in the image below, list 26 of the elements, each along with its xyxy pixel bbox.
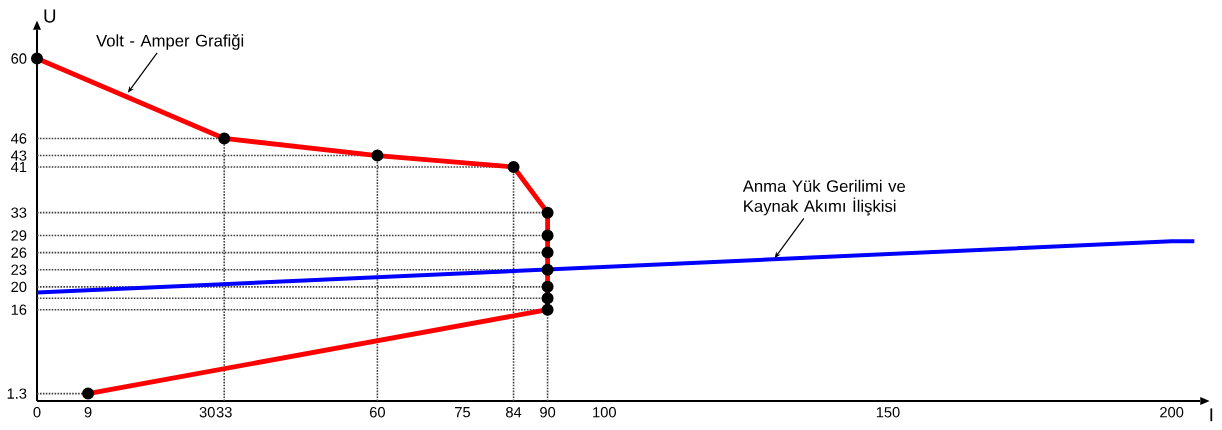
x-tick-label: 75: [455, 407, 471, 418]
x-tick-label: 200: [1160, 407, 1184, 418]
x-tick-label: 84: [506, 407, 522, 418]
x-tick-label: 60: [369, 407, 385, 418]
x-tick-label: 90: [540, 407, 556, 418]
x-tick-label: 30: [199, 407, 215, 418]
y-tick-label: 26: [11, 247, 27, 258]
y-axis-title: U: [44, 9, 56, 23]
x-tick-label: 150: [876, 407, 900, 418]
x-tick-label: 9: [84, 407, 92, 418]
y-tick-label: 60: [11, 53, 27, 64]
annotation: Volt - Amper Grafiği: [96, 34, 244, 50]
x-tick-label: 100: [593, 407, 616, 418]
annotation: Anma Yük Gerilimi ve Kaynak Akımı İlişkisi: [742, 179, 906, 216]
x-axis-title: I: [1210, 408, 1213, 422]
y-tick-label: 23: [11, 264, 27, 275]
y-tick-label: 20: [11, 281, 27, 293]
y-tick-label: 46: [10, 133, 27, 144]
y-tick-label: 33: [11, 207, 27, 218]
y-tick-label: 43: [10, 150, 27, 161]
x-tick-label: 33: [216, 407, 232, 418]
y-tick-label: 29: [11, 230, 27, 241]
y-tick-label: 41: [10, 161, 27, 173]
y-tick-label: 1.3: [7, 388, 27, 399]
x-tick-label: 0: [33, 407, 41, 418]
y-tick-label: 16: [11, 304, 27, 315]
